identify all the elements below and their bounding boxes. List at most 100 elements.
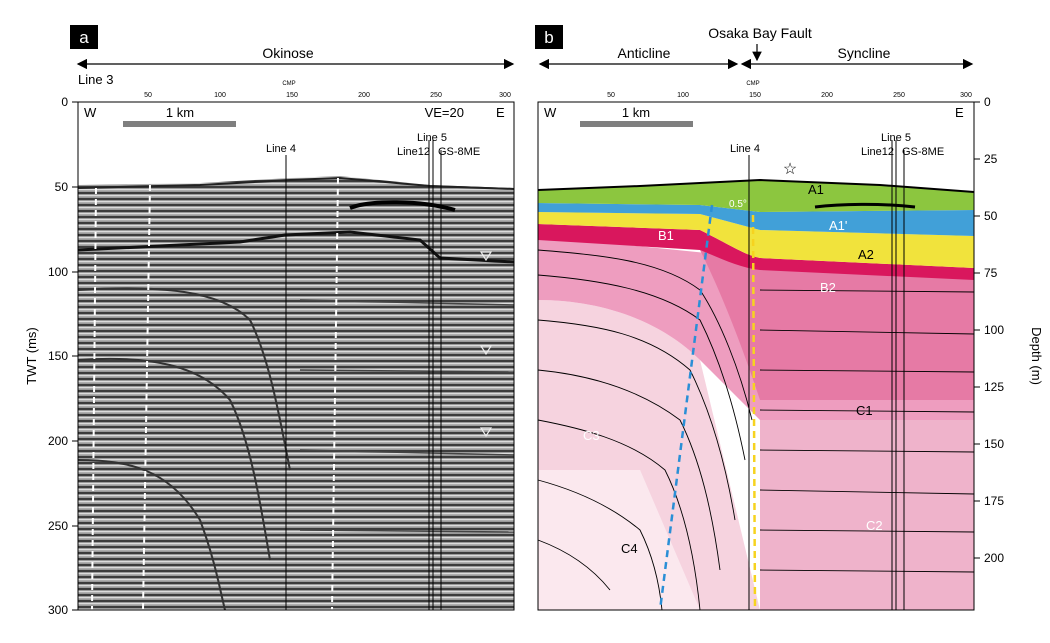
depth-tick-50: 50 — [984, 209, 998, 223]
line3-label: Line 3 — [78, 72, 113, 87]
east-label-b: E — [955, 105, 964, 120]
stratal-line — [537, 479, 663, 611]
twt-tick-150: 150 — [48, 349, 68, 363]
cmp-label-a: CMP — [282, 81, 295, 87]
yellow-fault-line — [751, 214, 757, 611]
cmp-tick-a-150: 150 — [286, 92, 298, 99]
geologic-units — [538, 180, 974, 610]
unit-label-c4: C4 — [621, 541, 638, 556]
reflector-1 — [77, 230, 515, 264]
depth-axis-label: Depth (m) — [1029, 327, 1044, 385]
line4-label-b: Line 4 — [730, 143, 760, 155]
scale-label-b: 1 km — [622, 105, 650, 120]
cmp-ticks-b: 50 100 150 200 250 300 — [607, 92, 972, 99]
cmp-tick-b-150: 150 — [749, 92, 761, 99]
depth-tick-125: 125 — [984, 380, 1004, 394]
line5-label-b: Line 5 — [881, 132, 911, 144]
stratal-line — [759, 329, 975, 335]
cmp-tick-a-100: 100 — [214, 92, 226, 99]
bright-reflector — [349, 200, 456, 212]
reflector-3 — [77, 357, 271, 561]
west-label-a: W — [84, 105, 97, 120]
cmp-tick-b-300: 300 — [960, 92, 972, 99]
depth-tick-100: 100 — [984, 323, 1004, 337]
unit-label-c1: C1 — [856, 403, 873, 418]
cmp-tick-b-100: 100 — [677, 92, 689, 99]
line5-label-a: Line 5 — [417, 132, 447, 144]
stratal-line — [537, 274, 746, 461]
gs-label-a: GS-8ME — [438, 146, 480, 158]
stratal-line — [537, 369, 721, 571]
seafloor-line — [537, 178, 975, 193]
twt-tick-50: 50 — [55, 180, 69, 194]
cmp-tick-a-200: 200 — [358, 92, 370, 99]
depth-tick-175: 175 — [984, 494, 1004, 508]
unit-c2-area — [760, 420, 974, 610]
stratal-line — [759, 489, 975, 495]
unit-label-a1p: A1' — [829, 218, 847, 233]
stratal-lines — [537, 249, 975, 611]
fault-label: Osaka Bay Fault — [708, 25, 812, 41]
line4-label-a: Line 4 — [266, 143, 296, 155]
unit-b2-area — [700, 250, 974, 400]
cmp-tick-a-50: 50 — [144, 92, 152, 99]
panel-b: b Osaka Bay Fault Anticline Syncline CMP… — [535, 25, 1044, 611]
twt-tick-100: 100 — [48, 265, 68, 279]
panel-a-letter: a — [79, 28, 89, 47]
panel-a: a Okinose Line 3 CMP 50 100 150 200 250 … — [24, 25, 515, 617]
scale-bar-b — [580, 121, 693, 127]
depth-tick-200: 200 — [984, 551, 1004, 565]
scale-label-a: 1 km — [166, 105, 194, 120]
cmp-tick-b-50: 50 — [607, 92, 615, 99]
depth-axis: 0 25 50 75 100 125 150 175 200 Depth (m) — [973, 95, 1044, 610]
unit-a1p-area — [538, 203, 974, 236]
scale-bar-a — [123, 121, 236, 127]
unit-label-c2: C2 — [866, 518, 883, 533]
twt-tick-200: 200 — [48, 434, 68, 448]
unit-label-a2: A2 — [858, 247, 874, 262]
stratal-line — [759, 449, 975, 453]
reflector-7 — [299, 449, 515, 456]
west-label-b: W — [544, 105, 557, 120]
stratal-line — [537, 319, 736, 521]
anticline-label: Anticline — [618, 45, 671, 61]
stratal-line — [759, 529, 975, 533]
cmp-tick-b-200: 200 — [821, 92, 833, 99]
triangle-marker-3 — [479, 427, 493, 438]
reflector-4 — [77, 459, 226, 611]
line12-label-a: Line12 — [397, 146, 430, 158]
dashed-trace-2 — [142, 184, 151, 611]
unit-label-c3: C3 — [583, 428, 600, 443]
stratal-line — [759, 569, 975, 573]
depth-tick-150: 150 — [984, 437, 1004, 451]
reflector-2 — [77, 287, 291, 471]
depth-tick-25: 25 — [984, 152, 998, 166]
panel-b-letter-box — [535, 25, 563, 49]
stratal-line — [759, 369, 975, 373]
dashed-trace-1 — [91, 187, 97, 611]
twt-tick-250: 250 — [48, 519, 68, 533]
panel-a-letter-box — [70, 25, 98, 49]
cmp-ticks-a: 50 100 150 200 250 300 — [144, 92, 511, 99]
unit-a2-area — [538, 212, 974, 268]
cmp-label-b: CMP — [746, 81, 759, 87]
seismic-section — [78, 176, 514, 610]
unit-label-b1: B1 — [658, 228, 674, 243]
depth-tick-0: 0 — [984, 95, 991, 109]
unit-labels: A1 A1' A2 B1 B2 C1 C2 C3 C4 — [583, 182, 883, 556]
triangle-marker-2 — [479, 345, 493, 356]
twt-tick-300: 300 — [48, 603, 68, 617]
depth-tick-75: 75 — [984, 266, 998, 280]
unit-b1-area — [538, 224, 974, 280]
line12-label-b: Line12 — [861, 146, 894, 158]
stratal-line — [759, 289, 975, 293]
reflector-8 — [299, 529, 515, 533]
gs-label-b: GS-8ME — [902, 146, 944, 158]
unit-label-a1: A1 — [808, 182, 824, 197]
ve-label: VE=20 — [425, 105, 464, 120]
twt-tick-0: 0 — [61, 95, 68, 109]
star-icon: ☆ — [783, 161, 797, 178]
unit-label-b2: B2 — [820, 280, 836, 295]
cmp-tick-a-300: 300 — [499, 92, 511, 99]
cmp-tick-a-250: 250 — [430, 92, 442, 99]
